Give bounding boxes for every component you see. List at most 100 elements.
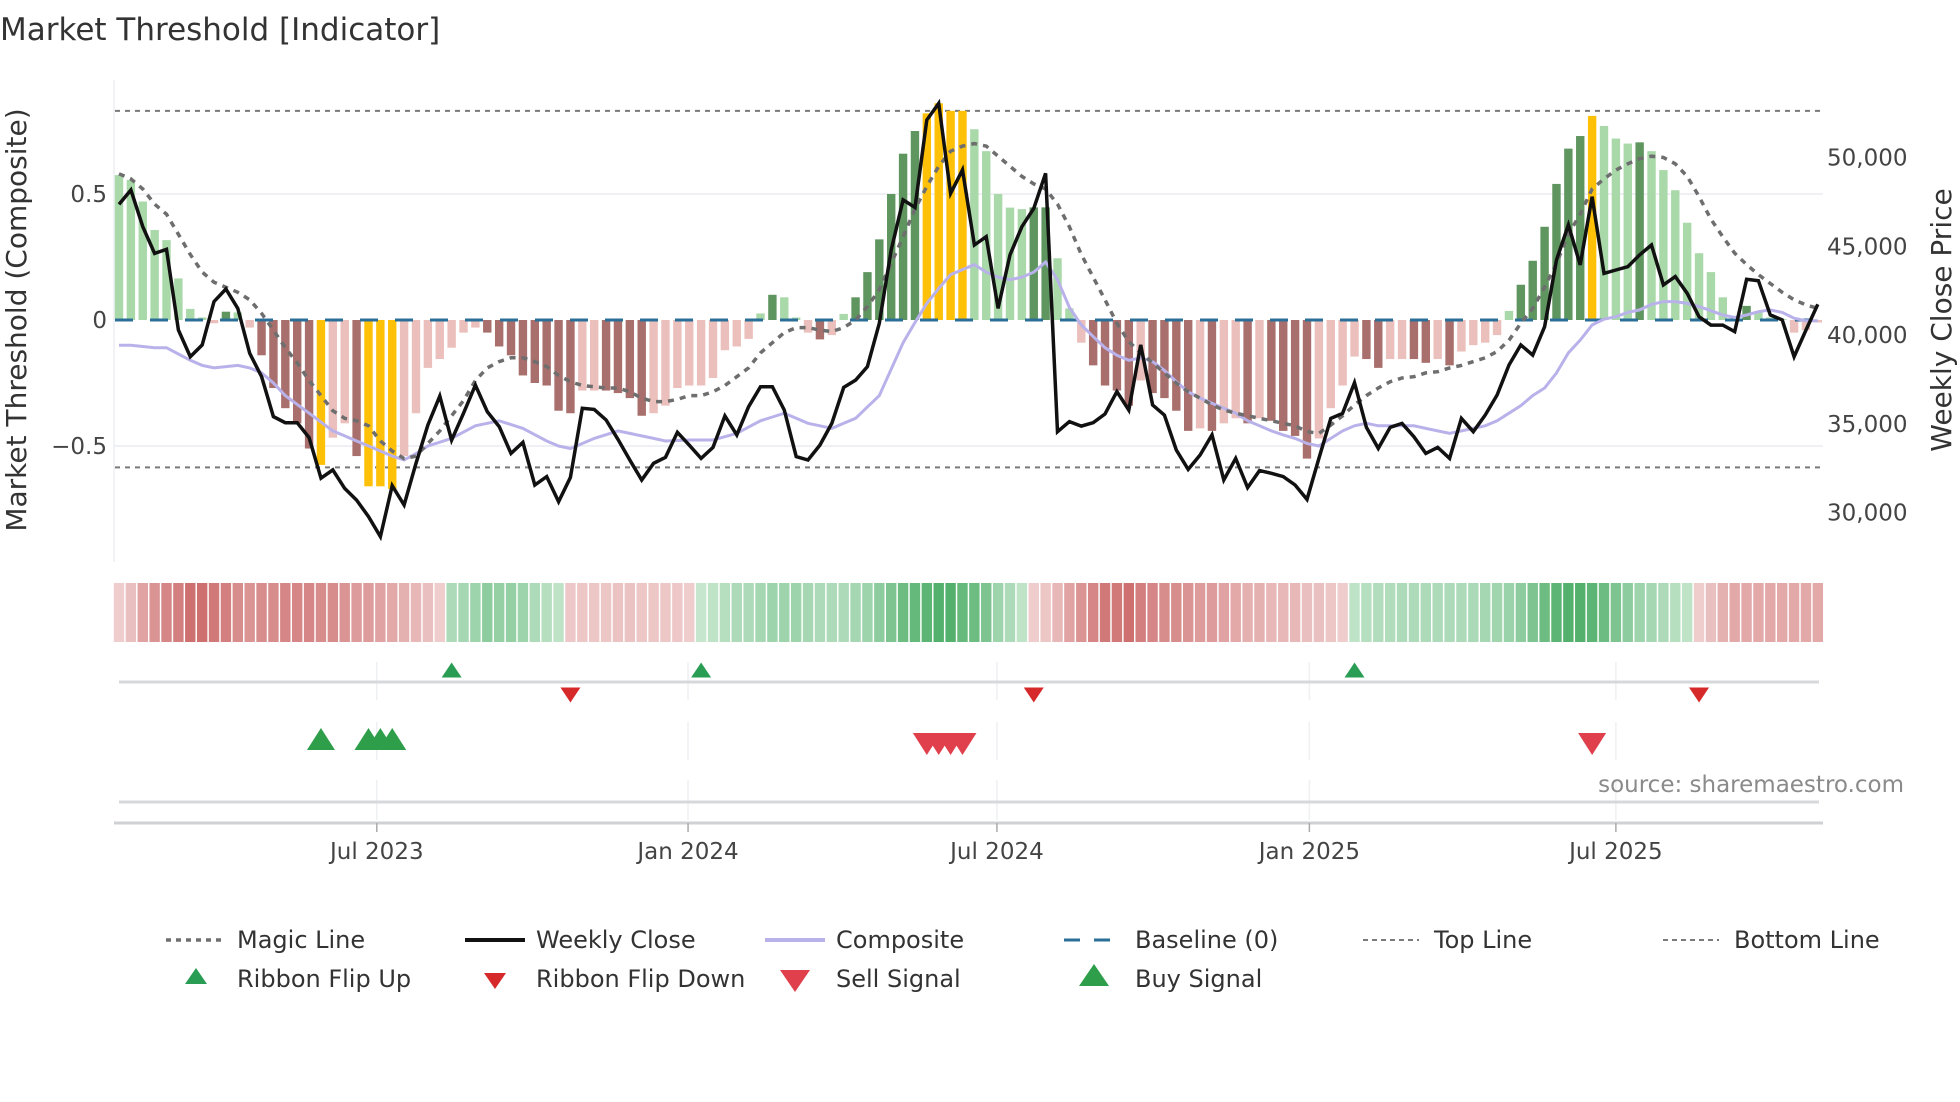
ribbon-stripe (1004, 583, 1016, 642)
x-tick-label: Jul 2024 (948, 839, 1044, 865)
ribbon-stripe (1147, 583, 1158, 642)
ribbon-stripe (470, 583, 481, 642)
ribbon-strip (113, 583, 1824, 642)
composite-bar (744, 320, 753, 339)
ribbon-stripe (1349, 583, 1360, 642)
composite-bar (1088, 320, 1098, 366)
composite-bar (1397, 320, 1407, 360)
composite-bar (590, 320, 599, 391)
ribbon-stripe (1408, 583, 1420, 642)
ribbon-flip-up-marker (691, 662, 712, 678)
composite-bar (1754, 311, 1763, 320)
ribbon-stripe (1622, 583, 1633, 642)
ribbon-stripe (196, 583, 208, 642)
ribbon-stripe (1135, 583, 1146, 642)
ribbon-stripe (339, 583, 350, 642)
composite-bar (530, 320, 539, 383)
composite-bar (827, 320, 836, 336)
ribbon-stripe (1503, 583, 1515, 642)
composite-bar (1599, 125, 1609, 321)
ribbon-stripe (1634, 583, 1645, 642)
ribbon-stripe (398, 583, 410, 642)
composite-bar (1172, 320, 1181, 411)
ribbon-stripe (1052, 583, 1063, 642)
ribbon-stripe (232, 583, 243, 642)
composite-bar (946, 110, 955, 320)
legend-label: Bottom Line (1734, 926, 1880, 954)
ribbon-stripe (886, 583, 897, 642)
buy-signal-icon (1079, 964, 1109, 986)
y-ticks: 0.5 0 −0.5 50,000 45,000 40,000 35,000 30,000 (51, 146, 1907, 527)
composite-bar (506, 320, 516, 356)
ribbon-stripe (933, 583, 944, 642)
ribbon-stripe (220, 583, 232, 642)
buy-signal-marker (306, 728, 335, 750)
ribbon-stripe (1681, 583, 1693, 642)
ribbon-stripe (1586, 583, 1598, 642)
composite-bar (661, 320, 670, 406)
ribbon-stripe (1099, 583, 1111, 642)
ribbon-stripe (577, 583, 588, 642)
source-credit: source: sharemaestro.com (1598, 772, 1904, 798)
composite-bar (1029, 207, 1038, 320)
composite-bar (613, 320, 623, 394)
composite-bar (1326, 320, 1335, 409)
composite-bar (1635, 142, 1644, 320)
composite-bar (388, 320, 397, 489)
composite-bar (1492, 320, 1502, 336)
composite-bar (1587, 115, 1597, 320)
composite-bar (958, 110, 967, 320)
flip-up-icon (185, 968, 207, 984)
ribbon-stripe (1242, 583, 1253, 642)
legend-label: Sell Signal (836, 965, 961, 993)
ribbon-stripe (648, 583, 659, 642)
flip-down-icon (484, 973, 506, 989)
composite-bar (269, 320, 278, 389)
ribbon-stripe (434, 583, 445, 642)
ribbon-stripe (992, 583, 1004, 642)
composite-bar (1718, 297, 1727, 320)
composite-bar (1124, 320, 1133, 406)
ribbon-stripe (826, 583, 837, 642)
legend-item-bottom: Bottom Line (1663, 926, 1880, 954)
composite-bar (1671, 190, 1680, 320)
composite-bar (1481, 320, 1490, 343)
legend-item-sell: Sell Signal (780, 965, 961, 993)
ribbon-stripe (1301, 583, 1313, 642)
ribbon-stripe (1313, 583, 1325, 642)
legend-item-magic: Magic Line (166, 926, 365, 954)
composite-bar (1540, 226, 1549, 320)
composite-bar (649, 320, 658, 414)
composite-bar (364, 320, 373, 487)
legend-item-composite: Composite (765, 926, 964, 954)
ribbon-stripe (1040, 583, 1051, 642)
composite-bar (756, 313, 765, 320)
ribbon-stripe (1693, 583, 1705, 642)
ribbon-stripe (719, 583, 731, 642)
ribbon-flip-up-marker (1344, 662, 1365, 678)
legend-label: Top Line (1433, 926, 1532, 954)
composite-bar (1682, 222, 1692, 320)
ribbon-stripe (1384, 583, 1396, 642)
ribbon-stripe (1278, 583, 1289, 642)
composite-bar (1611, 138, 1621, 320)
ribbon-stripe (636, 583, 647, 642)
composite-bar (1338, 320, 1347, 386)
ribbon-stripe (1420, 583, 1431, 642)
ribbon-stripe (767, 583, 778, 642)
ribbon-stripe (137, 583, 148, 642)
sell-signal-marker (1578, 733, 1607, 755)
ribbon-stripe (969, 583, 980, 642)
ribbon-stripe (1171, 583, 1182, 642)
ribbon-flip-up-marker (441, 662, 462, 678)
ribbon-stripe (695, 583, 707, 642)
ribbon-stripe (1610, 583, 1622, 642)
ribbon-stripe (517, 583, 529, 642)
ribbon-stripe (161, 583, 172, 642)
composite-bar (471, 320, 480, 328)
composite-bar (399, 320, 409, 457)
ribbon-stripe (945, 583, 956, 642)
ribbon-stripe (363, 583, 374, 642)
right-tick-label: 50,000 (1827, 146, 1907, 172)
ribbon-stripe (208, 583, 220, 642)
